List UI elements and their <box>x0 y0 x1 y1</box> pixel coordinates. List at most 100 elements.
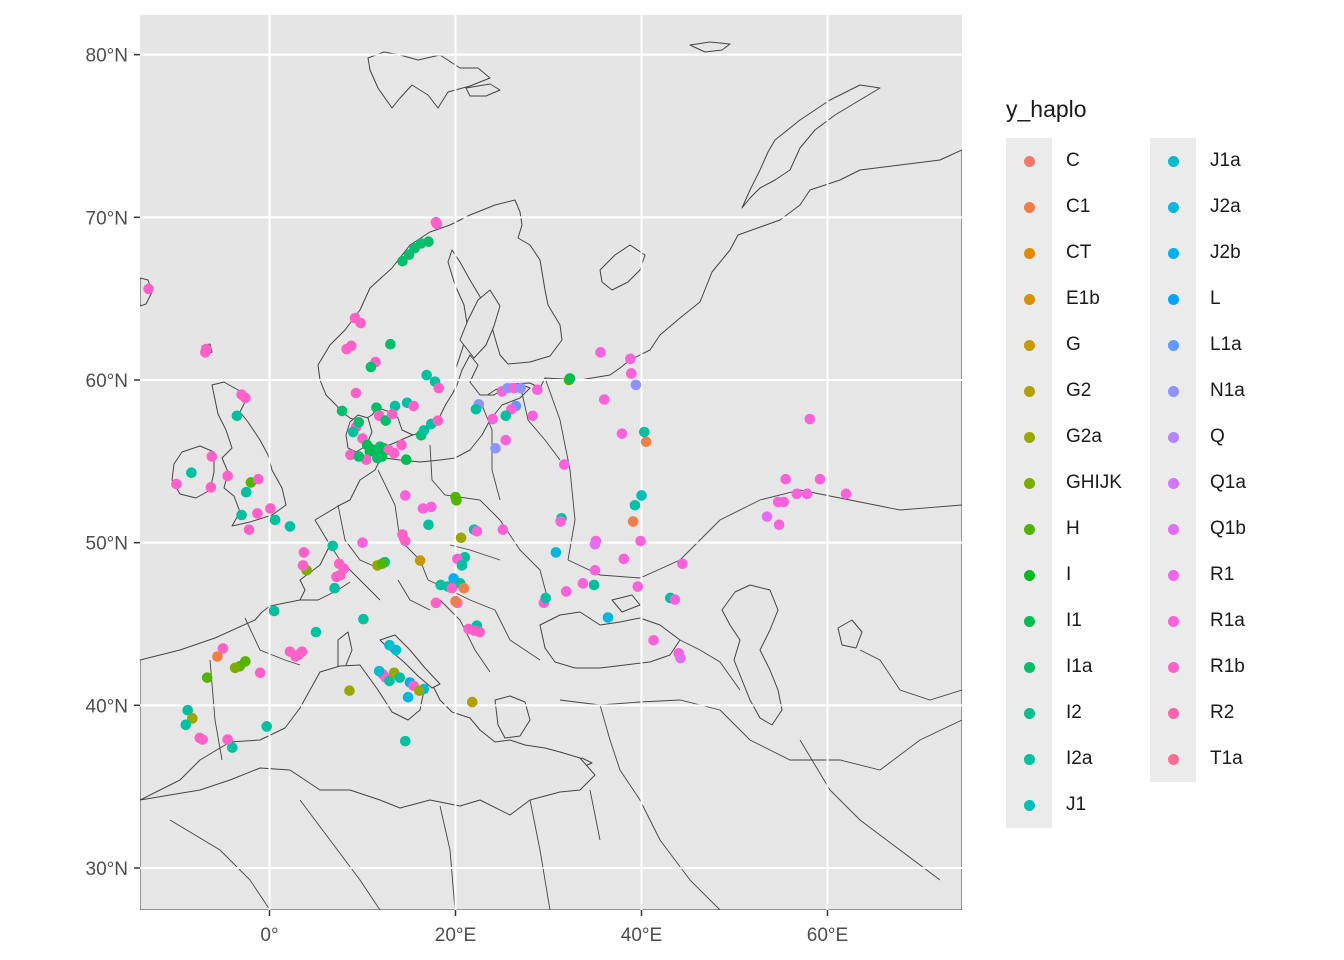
sample-point-R1b <box>205 482 217 493</box>
landmass-novaya-zemlya <box>741 84 881 209</box>
legend-dot-icon <box>1024 478 1035 489</box>
sample-point-R1b <box>253 473 264 485</box>
sample-point-I2a <box>358 613 369 625</box>
legend-key <box>1150 644 1196 690</box>
sample-point-R1b <box>432 415 444 426</box>
caspian-sea <box>721 584 783 726</box>
sample-point-I1a <box>385 338 396 350</box>
legend-title: y_haplo <box>1006 96 1087 122</box>
sample-point-C1 <box>627 516 639 527</box>
y-axis: 30°N 40°N 50°N 60°N 70°N 80°N <box>86 46 140 880</box>
sample-point-GHIJK <box>229 662 241 674</box>
legend-label: L1a <box>1210 334 1242 355</box>
sample-point-R1b <box>252 508 263 519</box>
sample-point-I2a <box>540 592 552 604</box>
sample-point-G <box>414 555 426 566</box>
legend-key <box>1150 552 1196 598</box>
sample-point-G2a <box>187 713 198 724</box>
legend-dot-icon <box>1168 386 1179 397</box>
sample-point-R1a <box>589 565 601 576</box>
mediterranean-sea <box>140 664 596 816</box>
sample-point-R1a <box>595 347 606 358</box>
legend-key <box>1006 644 1052 690</box>
sample-point-I2a <box>389 400 401 412</box>
sample-point-I1a <box>397 255 408 267</box>
legend-dot-icon <box>1024 202 1035 213</box>
landmass-svalbard <box>367 51 491 109</box>
legend-label: R1a <box>1210 610 1245 631</box>
sample-point-I2a <box>310 626 322 638</box>
y-tick-label: 80°N <box>86 46 128 67</box>
legend-label: R1b <box>1210 656 1245 677</box>
sample-point-I2a <box>284 521 296 532</box>
legend-dot-icon <box>1168 432 1179 443</box>
sample-point-I1a <box>371 402 382 413</box>
legend-key <box>1150 736 1196 782</box>
sample-point-I1a <box>423 236 434 248</box>
sample-point-I1a <box>353 451 365 462</box>
legend-key <box>1150 138 1196 184</box>
legend-label: G2a <box>1066 426 1102 447</box>
sample-point-I2a <box>347 426 359 438</box>
sample-point-R1a <box>791 488 803 500</box>
sample-point-R1a <box>677 558 688 570</box>
sea-of-azov <box>611 594 641 613</box>
sample-point-R1a <box>625 353 636 365</box>
legend-dot-icon <box>1024 432 1035 443</box>
sample-point-R1a <box>471 525 483 537</box>
legend-label: R1 <box>1210 564 1235 585</box>
sample-point-G2 <box>466 696 478 708</box>
sample-point-I1 <box>564 373 576 384</box>
sample-point-J1a <box>373 665 385 677</box>
legend-dot-icon <box>1024 800 1035 811</box>
legend-label: H <box>1066 518 1080 539</box>
legend-label: I2 <box>1066 702 1082 723</box>
sample-point-R1b <box>345 449 356 461</box>
y-tick-label: 40°N <box>86 696 128 717</box>
graticule <box>140 15 962 910</box>
sample-point-R1b <box>265 503 276 514</box>
sample-point-I2a <box>394 672 406 683</box>
legend-label: L <box>1210 288 1221 309</box>
y-tick-label: 50°N <box>86 534 128 555</box>
x-tick-label: 20°E <box>435 925 476 946</box>
sample-point-R1b <box>200 347 211 358</box>
legend-label: J2a <box>1210 196 1241 217</box>
sample-point-J2a <box>550 547 562 558</box>
sample-point-I2a <box>399 735 411 747</box>
legend-label: G2 <box>1066 380 1092 401</box>
legend-key <box>1006 230 1052 276</box>
legend-dot-icon <box>1168 340 1179 351</box>
sample-point-J2a <box>402 691 414 703</box>
sample-point-J2a <box>602 612 614 623</box>
sample-point-J1 <box>636 490 647 501</box>
sample-point-I2a <box>180 719 192 731</box>
legend-label: J2b <box>1210 242 1241 263</box>
sample-point-R1b <box>433 382 445 394</box>
sample-point-I2a <box>421 369 432 381</box>
legend-key <box>1150 276 1196 322</box>
sample-point-R1b <box>298 547 310 558</box>
legend-dot-icon <box>1168 294 1179 305</box>
legend-key <box>1006 506 1052 552</box>
y-tick-label: 60°N <box>86 371 128 392</box>
sample-point-I2a <box>456 560 468 571</box>
sample-point-R1a <box>804 413 816 425</box>
sample-point-H <box>450 491 461 503</box>
sample-point-R1a <box>648 634 659 646</box>
black-sea <box>539 611 681 669</box>
sample-point-R1a <box>357 537 368 548</box>
sample-point-R1a <box>426 501 437 513</box>
legend-key <box>1006 736 1052 782</box>
sample-point-G2a <box>413 685 425 696</box>
sample-point-Q1b <box>761 511 773 522</box>
legend-label: C1 <box>1066 196 1091 217</box>
legend-label: T1a <box>1210 748 1243 769</box>
legend-label: E1b <box>1066 288 1100 309</box>
sample-point-R1b <box>430 597 442 609</box>
legend-dot-icon <box>1024 616 1035 627</box>
sample-point-R1b <box>171 478 182 490</box>
sample-point-R1b <box>355 317 366 329</box>
x-tick-label: 0° <box>260 925 278 946</box>
landmass-great-britain <box>211 381 287 527</box>
